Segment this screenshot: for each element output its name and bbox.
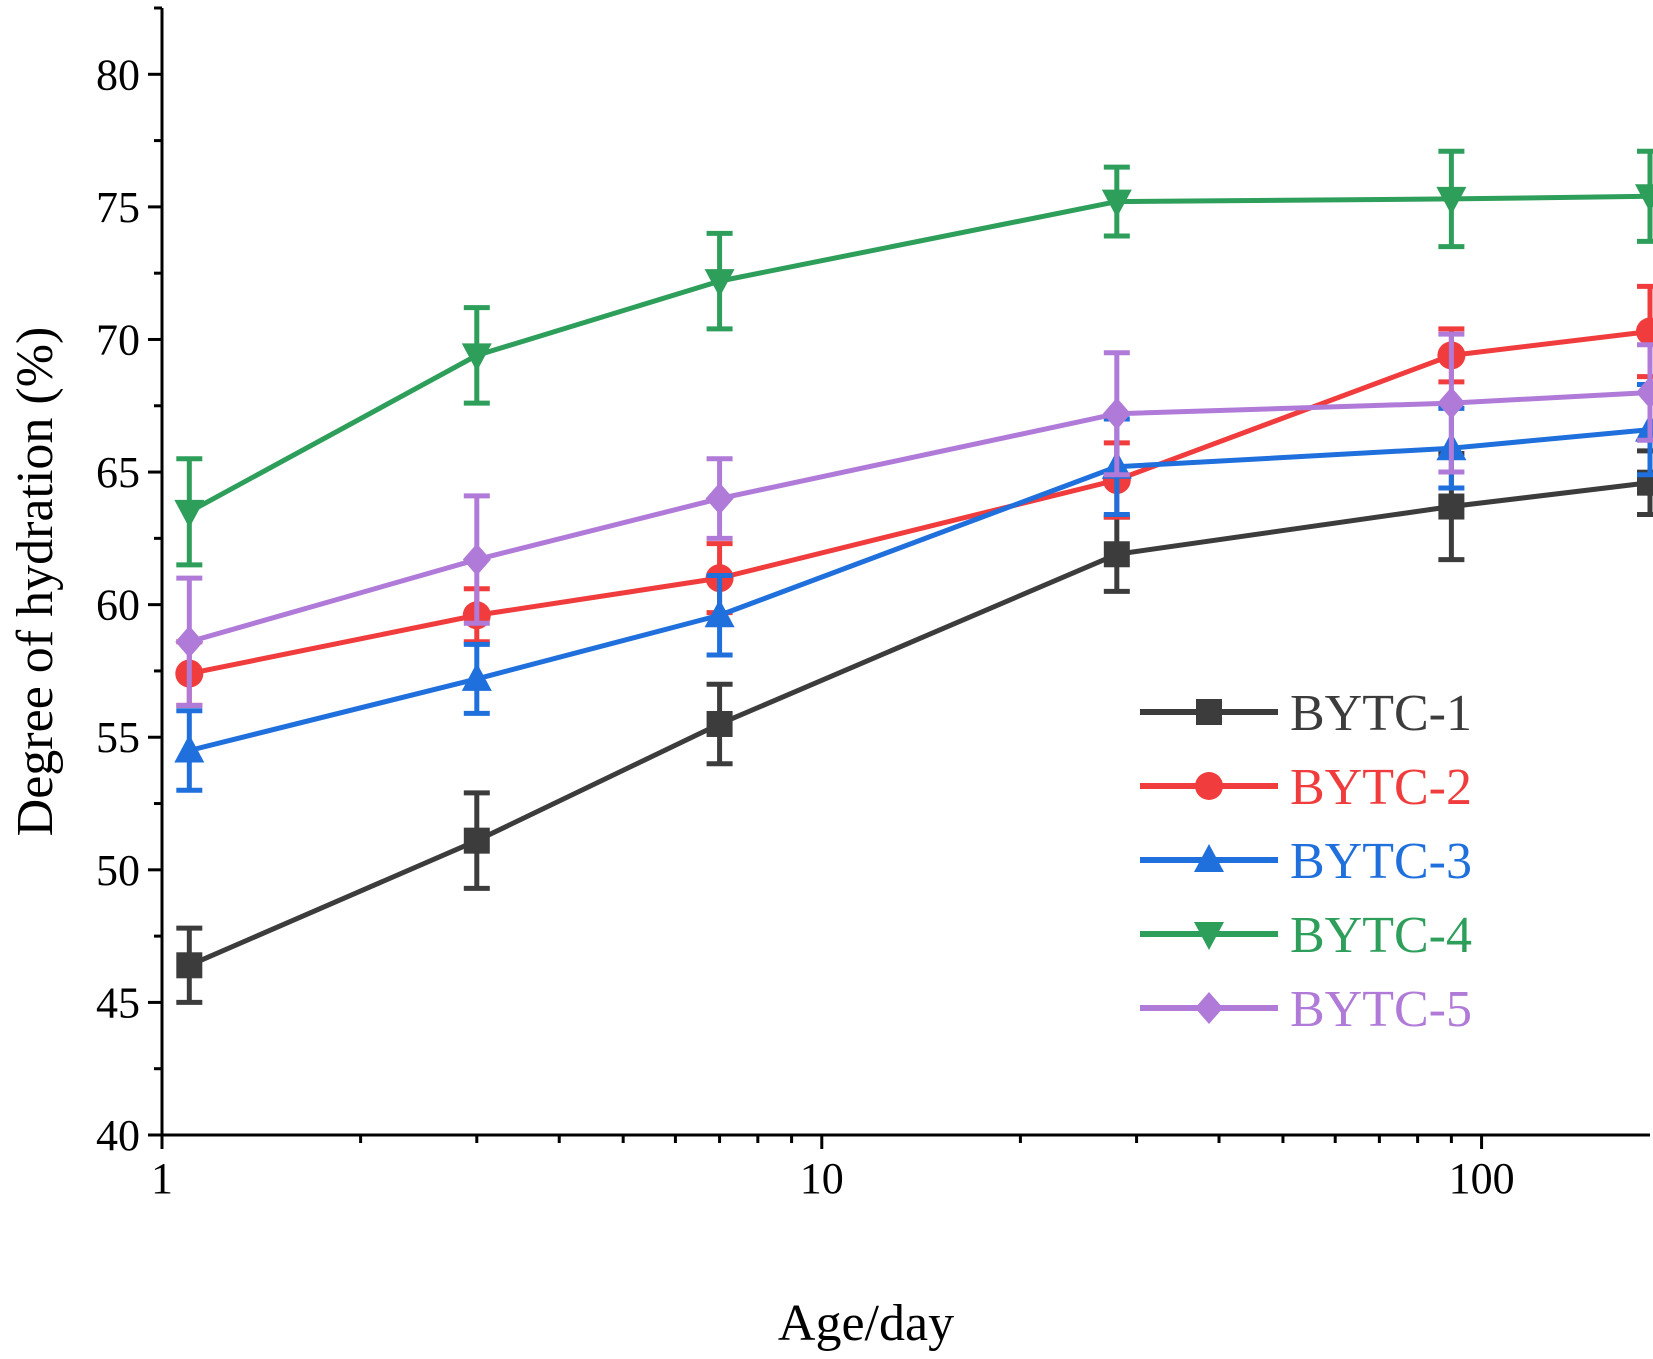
series-BYTC-1 (176, 448, 1653, 1005)
data-point (174, 734, 205, 763)
y-tick-label: 70 (96, 315, 140, 364)
legend-item: BYTC-5 (1140, 981, 1472, 1038)
y-tick-label: 80 (96, 50, 140, 99)
legend-item: BYTC-4 (1140, 907, 1472, 964)
legend: BYTC-1 BYTC-2 BYTC-3 BYTC-4 BYTC-5 (1140, 685, 1472, 1038)
data-point (461, 662, 492, 691)
y-tick-label: 55 (96, 713, 140, 762)
data-point (704, 269, 735, 298)
series-layer (174, 148, 1653, 1005)
x-axis-ticks: 1 10 100 (151, 1135, 1515, 1203)
legend-label: BYTC-2 (1290, 759, 1472, 816)
series-line (188, 193, 1651, 515)
series-BYTC-4 (174, 148, 1653, 568)
axes (160, 8, 1650, 1137)
y-axis-ticks: 40 45 50 55 60 65 70 75 80 (96, 6, 162, 1160)
data-point (175, 625, 204, 658)
legend-label: BYTC-4 (1290, 907, 1472, 964)
data-point (706, 710, 733, 737)
series-line (188, 329, 1651, 677)
data-point (1436, 186, 1467, 215)
data-point (176, 952, 203, 979)
y-tick-label: 75 (96, 183, 140, 232)
legend-marker (1194, 844, 1224, 872)
legend-item: BYTC-1 (1140, 685, 1472, 742)
data-point (463, 827, 490, 854)
data-point (462, 543, 491, 576)
legend-item: BYTC-3 (1140, 833, 1472, 890)
legend-label: BYTC-1 (1290, 685, 1472, 742)
data-point (1102, 397, 1131, 430)
series-BYTC-5 (175, 331, 1653, 708)
data-point (1103, 541, 1130, 568)
series-line (188, 427, 1651, 753)
legend-marker (1195, 992, 1223, 1024)
y-axis-title: Degree of hydration (%) (7, 327, 64, 837)
y-tick-label: 45 (96, 978, 140, 1027)
x-tick-label: 100 (1449, 1154, 1515, 1203)
series-line (188, 480, 1651, 968)
x-tick-label: 10 (800, 1154, 844, 1203)
x-tick-label: 1 (151, 1154, 173, 1203)
legend-marker (1195, 772, 1223, 800)
y-tick-label: 40 (96, 1111, 140, 1160)
legend-label: BYTC-5 (1290, 981, 1472, 1038)
data-point (1635, 184, 1653, 213)
legend-item: BYTC-2 (1140, 759, 1472, 816)
data-point (704, 599, 735, 628)
legend-label: BYTC-3 (1290, 833, 1472, 890)
data-point (1437, 387, 1466, 420)
y-tick-label: 50 (96, 846, 140, 895)
y-tick-label: 65 (96, 448, 140, 497)
data-point (705, 482, 734, 515)
data-point (1101, 189, 1132, 218)
data-point (461, 343, 492, 372)
data-point (1636, 317, 1653, 346)
y-tick-label: 60 (96, 581, 140, 630)
legend-marker (1196, 699, 1222, 725)
data-point (174, 499, 205, 528)
series-line (188, 390, 1651, 645)
data-point (1636, 376, 1653, 409)
legend-marker (1194, 922, 1224, 950)
series-BYTC-3 (174, 382, 1653, 793)
data-point (1438, 493, 1465, 520)
x-axis-title: Age/day (778, 1295, 954, 1352)
